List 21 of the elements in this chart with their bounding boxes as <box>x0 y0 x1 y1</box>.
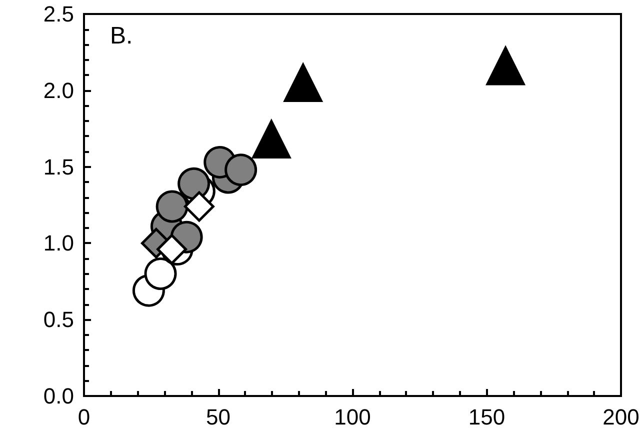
y-tick-label: 1.0 <box>43 230 74 256</box>
point <box>144 258 177 290</box>
x-tick-label: 150 <box>468 404 506 430</box>
point <box>178 167 210 200</box>
point <box>156 234 188 265</box>
point <box>184 191 214 222</box>
x-tick-label: 50 <box>206 404 230 430</box>
annotation: B. <box>110 22 133 50</box>
y-tick-label: 2.5 <box>43 2 74 26</box>
point <box>486 46 525 86</box>
y-tick-label: 2.0 <box>43 78 74 103</box>
x-tick-label: 0 <box>78 404 90 430</box>
point <box>224 154 258 186</box>
x-tick-label: 100 <box>334 404 371 430</box>
point <box>156 190 188 223</box>
y-tick-label: 0.0 <box>43 384 74 408</box>
x-tick-label: 200 <box>602 404 640 430</box>
y-tick-label: 1.5 <box>43 154 74 180</box>
y-tick-label: 0.5 <box>43 307 74 332</box>
point <box>252 120 291 159</box>
point <box>284 64 322 102</box>
